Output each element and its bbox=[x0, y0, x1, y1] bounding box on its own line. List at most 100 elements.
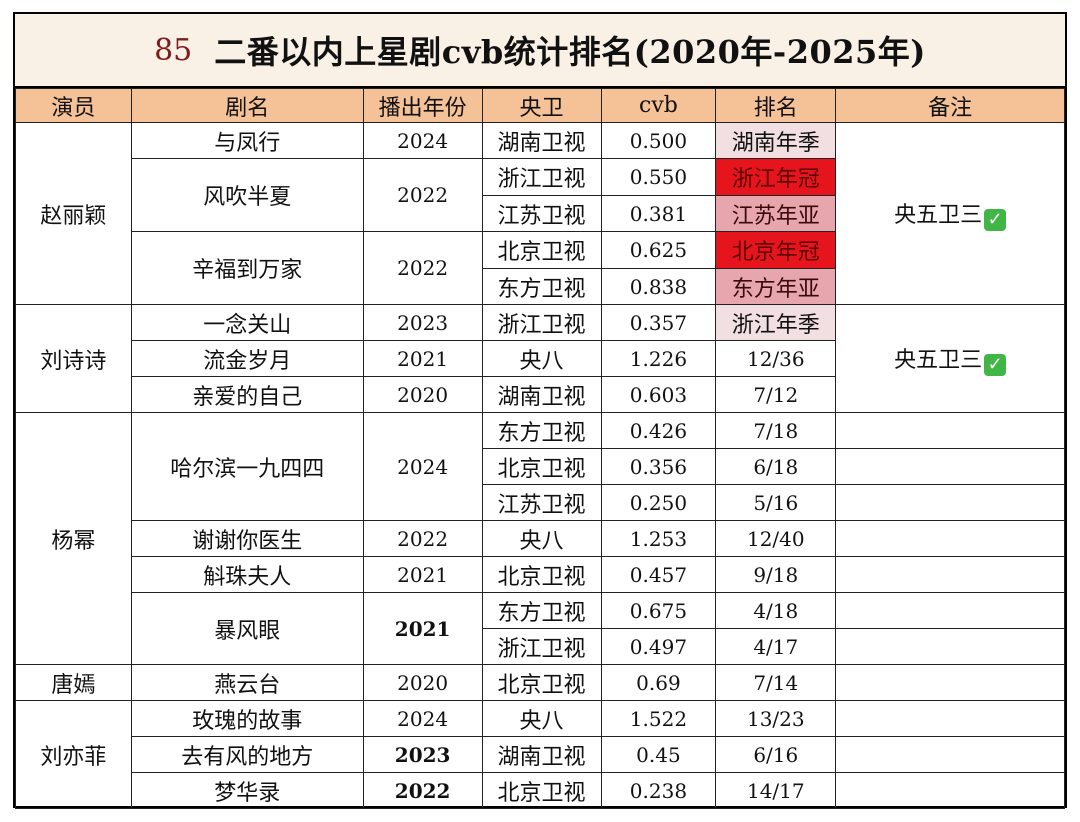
channel-cell: 浙江卫视 bbox=[481, 158, 602, 196]
channel-cell: 浙江卫视 bbox=[481, 304, 602, 341]
cvb-cell: 0.426 bbox=[600, 412, 717, 449]
table-row: 流金岁月 2021 央八 1.226 12/36 bbox=[16, 340, 1065, 377]
channel-cell: 北京卫视 bbox=[481, 556, 602, 593]
table-row: 东方卫视 0.838 东方年亚 bbox=[16, 268, 1065, 305]
channel-cell: 东方卫视 bbox=[481, 592, 602, 629]
header-actor: 演员 bbox=[15, 88, 132, 123]
rank-cell: 江苏年亚 bbox=[715, 195, 837, 232]
rank-cell: 浙江年冠 bbox=[715, 158, 837, 196]
cvb-cell: 0.238 bbox=[600, 772, 717, 809]
drama-cell: 一念关山 bbox=[130, 304, 364, 341]
channel-cell: 央八 bbox=[481, 520, 602, 557]
note-cell bbox=[835, 592, 1065, 629]
rank-cell: 12/36 bbox=[715, 340, 837, 377]
note-cell bbox=[835, 520, 1065, 557]
header-rank: 排名 bbox=[715, 88, 837, 123]
rank-cell: 7/12 bbox=[715, 376, 837, 413]
cvb-cell: 0.497 bbox=[600, 628, 717, 665]
note-cell: 央五卫三 ✓ bbox=[835, 122, 1065, 305]
cvb-cell: 0.45 bbox=[600, 736, 717, 773]
channel-cell: 江苏卫视 bbox=[481, 195, 602, 232]
rank-cell: 14/17 bbox=[715, 772, 837, 809]
cvb-cell: 1.522 bbox=[600, 700, 717, 737]
year-cell: 2022 bbox=[362, 158, 483, 232]
channel-cell: 江苏卫视 bbox=[481, 484, 602, 521]
rank-cell: 5/16 bbox=[715, 484, 837, 521]
table-row: 斛珠夫人 2021 北京卫视 0.457 9/18 bbox=[16, 556, 1065, 593]
table-row: 浙江卫视 0.497 4/17 bbox=[16, 628, 1065, 665]
note-cell bbox=[835, 772, 1065, 809]
header-row: 演员 剧名 播出年份 央卫 cvb 排名 备注 bbox=[15, 88, 1065, 123]
rank-cell: 东方年亚 bbox=[715, 268, 837, 305]
cvb-cell: 0.457 bbox=[600, 556, 717, 593]
cvb-cell: 0.381 bbox=[600, 195, 717, 232]
note-cell bbox=[835, 556, 1065, 593]
drama-cell: 辛福到万家 bbox=[130, 231, 364, 305]
header-channel: 央卫 bbox=[481, 88, 602, 123]
cvb-cell: 0.356 bbox=[600, 448, 717, 485]
drama-cell: 哈尔滨一九四四 bbox=[130, 412, 364, 521]
rank-cell: 4/18 bbox=[715, 592, 837, 629]
drama-cell: 斛珠夫人 bbox=[130, 556, 364, 593]
year-cell: 2024 bbox=[362, 412, 483, 521]
year-cell: 2021 bbox=[362, 556, 483, 593]
cvb-cell: 0.69 bbox=[600, 664, 717, 701]
header-note: 备注 bbox=[835, 88, 1065, 123]
table-row: 去有风的地方 2023 湖南卫视 0.45 6/16 bbox=[16, 736, 1065, 773]
table-row: 江苏卫视 0.381 江苏年亚 bbox=[16, 195, 1065, 232]
drama-cell: 风吹半夏 bbox=[130, 158, 364, 232]
note-cell bbox=[835, 412, 1065, 449]
drama-cell: 梦华录 bbox=[130, 772, 364, 809]
title-number: 85 bbox=[154, 32, 193, 68]
cvb-cell: 1.253 bbox=[600, 520, 717, 557]
note-cell bbox=[835, 736, 1065, 773]
rank-cell: 北京年冠 bbox=[715, 231, 837, 269]
actor-cell: 唐嫣 bbox=[15, 664, 132, 701]
channel-cell: 北京卫视 bbox=[481, 772, 602, 809]
year-cell: 2022 bbox=[362, 772, 483, 809]
table-row: 谢谢你医生 2022 央八 1.253 12/40 bbox=[16, 520, 1065, 557]
ranking-table: 演员 剧名 播出年份 央卫 cvb 排名 备注 赵丽颖 与凤行 2024 湖南卫… bbox=[15, 88, 1065, 809]
ranking-sheet: 85 二番以内上星剧cvb统计排名(2020年-2025年) 演员 剧名 播出年… bbox=[13, 12, 1067, 809]
note-cell bbox=[835, 448, 1065, 485]
note-cell bbox=[835, 484, 1065, 521]
channel-cell: 湖南卫视 bbox=[481, 122, 602, 159]
cvb-cell: 0.250 bbox=[600, 484, 717, 521]
note-cell bbox=[835, 664, 1065, 701]
drama-cell: 暴风眼 bbox=[130, 592, 364, 665]
year-cell: 2024 bbox=[362, 700, 483, 737]
cvb-cell: 0.675 bbox=[600, 592, 717, 629]
channel-cell: 浙江卫视 bbox=[481, 628, 602, 665]
rank-cell: 6/16 bbox=[715, 736, 837, 773]
table-row: 刘亦菲 玫瑰的故事 2024 央八 1.522 13/23 bbox=[15, 700, 1065, 809]
note-text: 央五卫三 bbox=[894, 347, 983, 373]
header-year: 播出年份 bbox=[362, 88, 483, 123]
year-cell: 2021 bbox=[362, 340, 483, 377]
sheet-title: 85 二番以内上星剧cvb统计排名(2020年-2025年) bbox=[15, 14, 1065, 88]
cvb-cell: 0.838 bbox=[600, 268, 717, 305]
cvb-cell: 0.500 bbox=[600, 122, 717, 159]
title-text: 二番以内上星剧cvb统计排名(2020年-2025年) bbox=[214, 33, 926, 71]
table-row: 杨幂 哈尔滨一九四四 2024 东方卫视 0.426 7/18 bbox=[15, 412, 1065, 665]
year-cell: 2020 bbox=[362, 376, 483, 413]
actor-cell: 杨幂 bbox=[15, 412, 132, 665]
cvb-cell: 0.603 bbox=[600, 376, 717, 413]
cvb-cell: 1.226 bbox=[600, 340, 717, 377]
check-mark-icon: ✓ bbox=[984, 353, 1007, 376]
channel-cell: 东方卫视 bbox=[481, 268, 602, 305]
table-row: 赵丽颖 与凤行 2024 湖南卫视 0.500 湖南年季 央五卫三 ✓ bbox=[15, 122, 1065, 305]
table-row: 亲爱的自己 2020 湖南卫视 0.603 7/12 bbox=[16, 376, 1065, 413]
channel-cell: 湖南卫视 bbox=[481, 736, 602, 773]
header-cvb: cvb bbox=[600, 88, 717, 123]
note-text: 央五卫三 bbox=[894, 202, 983, 228]
check-mark-icon: ✓ bbox=[984, 208, 1007, 231]
year-cell: 2020 bbox=[362, 664, 483, 701]
year-cell: 2024 bbox=[362, 122, 483, 159]
channel-cell: 北京卫视 bbox=[481, 231, 602, 269]
drama-cell: 玫瑰的故事 bbox=[130, 700, 364, 737]
channel-cell: 北京卫视 bbox=[481, 448, 602, 485]
table-row: 唐嫣 燕云台 2020 北京卫视 0.69 7/14 bbox=[15, 664, 1065, 701]
rank-cell: 4/17 bbox=[715, 628, 837, 665]
cvb-cell: 0.625 bbox=[600, 231, 717, 269]
year-cell: 2022 bbox=[362, 231, 483, 305]
